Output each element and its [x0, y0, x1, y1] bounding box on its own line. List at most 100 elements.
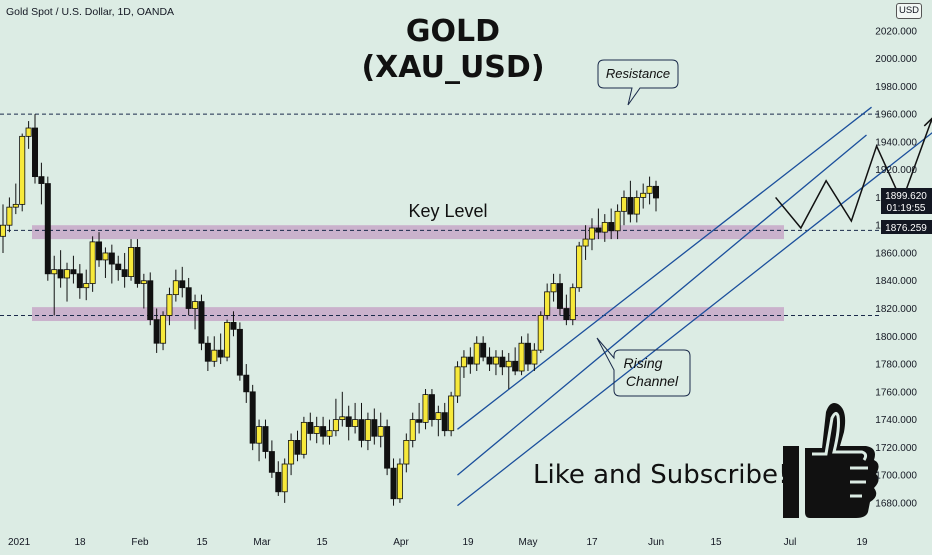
candle-body: [467, 356, 474, 365]
candle-body: [422, 394, 429, 423]
x-tick-label: May: [519, 537, 538, 548]
candle-body: [89, 241, 96, 284]
candle: [147, 272, 154, 326]
candle-body: [128, 247, 135, 277]
candle: [198, 294, 205, 351]
candle: [217, 333, 224, 365]
key-level-price-value: 1876.259: [885, 223, 927, 234]
candle-body: [595, 227, 602, 233]
candle-body: [268, 451, 275, 473]
candle-body: [345, 416, 352, 427]
candle-body: [262, 426, 269, 452]
candle: [499, 350, 506, 376]
candle-body: [224, 321, 231, 358]
countdown-value: 01:19:55: [887, 203, 926, 214]
candle: [563, 294, 570, 326]
candle-body: [505, 360, 512, 368]
x-tick-label: Apr: [393, 537, 409, 548]
rising-channel-callout: Rising Channel: [596, 337, 691, 397]
candle-body: [64, 269, 71, 279]
candle: [70, 255, 77, 284]
candle-body: [601, 222, 608, 233]
candle: [326, 419, 333, 445]
candle-body: [428, 394, 435, 420]
candle-body: [160, 315, 167, 344]
candle-body: [409, 419, 416, 441]
candle-body: [102, 252, 109, 261]
candle: [633, 190, 640, 223]
candle: [480, 336, 487, 362]
candle: [108, 244, 115, 284]
candle: [236, 322, 243, 381]
candle-body: [518, 342, 525, 372]
candle-body: [166, 294, 173, 316]
candle: [140, 273, 147, 309]
candle: [653, 180, 660, 212]
candle-body: [25, 127, 32, 137]
candle: [300, 416, 307, 459]
candle: [448, 391, 455, 437]
candle: [646, 176, 653, 205]
candle-body: [377, 426, 384, 437]
candle-body: [204, 342, 211, 362]
candle-body: [313, 426, 320, 434]
candle: [518, 336, 525, 376]
candle-body: [460, 356, 467, 368]
title-line-1: GOLD: [405, 14, 501, 49]
candle-body: [198, 301, 205, 344]
x-tick-label: Jun: [648, 537, 664, 548]
y-tick-label: 1680.000: [875, 498, 917, 509]
candle: [76, 264, 83, 299]
candle: [96, 232, 103, 267]
y-tick-label: 2020.000: [875, 26, 917, 37]
candle: [83, 269, 90, 301]
candle: [345, 405, 352, 441]
resistance-callout: Resistance: [597, 59, 679, 106]
candle: [262, 419, 269, 459]
candle: [134, 239, 141, 288]
candle: [588, 218, 595, 251]
zone-band-1: [32, 307, 784, 322]
candle: [371, 408, 378, 445]
candle: [435, 405, 442, 437]
candle: [332, 398, 339, 437]
candle: [390, 458, 397, 506]
x-axis: 2021 18 Feb 15 Mar 15 Apr 19 May 17 Jun 15 Jul 19: [8, 537, 868, 548]
last-price-badge: 1899.620 01:19:55: [881, 188, 932, 214]
candle: [460, 350, 467, 378]
candle: [192, 294, 199, 330]
candle-body: [448, 395, 455, 432]
candle: [384, 419, 391, 476]
candle-body: [588, 227, 595, 240]
candle: [256, 419, 263, 462]
candle-body: [44, 183, 51, 275]
candle: [38, 162, 45, 205]
candle-body: [620, 197, 627, 212]
rising-channel-label-1: Rising: [624, 355, 663, 371]
candle-body: [147, 280, 154, 321]
rising-channel-label-2: Channel: [626, 373, 679, 389]
candle: [320, 416, 327, 445]
candle-body: [115, 263, 122, 271]
candle-body: [492, 356, 499, 365]
candle-body: [390, 467, 397, 500]
candle-body: [76, 273, 83, 289]
y-tick-label: 1740.000: [875, 415, 917, 426]
candle-body: [473, 342, 480, 365]
candle: [364, 412, 371, 451]
currency-badge[interactable]: USD: [896, 3, 922, 19]
candle: [339, 391, 346, 427]
y-tick-label: 1700.000: [875, 471, 917, 482]
x-tick-label: 15: [710, 537, 722, 548]
candle-body: [633, 197, 640, 215]
candle-body: [608, 222, 615, 232]
candle-body: [96, 241, 103, 261]
candle: [172, 269, 179, 302]
candle: [467, 347, 474, 374]
candle: [582, 225, 589, 260]
candle: [121, 252, 128, 288]
candle-body: [339, 416, 346, 420]
x-tick-label: 19: [856, 537, 868, 548]
candle: [281, 458, 288, 503]
candle: [230, 311, 237, 337]
